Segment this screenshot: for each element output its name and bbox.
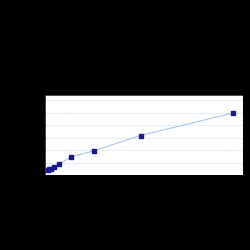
- Point: [231, 111, 235, 115]
- Point: [138, 134, 142, 138]
- Point: [92, 149, 96, 153]
- Point: [47, 167, 51, 171]
- Point: [49, 166, 53, 170]
- Point: [52, 165, 56, 169]
- Point: [69, 155, 73, 159]
- Point: [57, 162, 61, 166]
- X-axis label: Mouse Platelet Derived Growth Factor C
Concentration (pg/ml): Mouse Platelet Derived Growth Factor C C…: [81, 192, 206, 202]
- Point: [46, 168, 50, 172]
- Y-axis label: OD: OD: [20, 130, 25, 140]
